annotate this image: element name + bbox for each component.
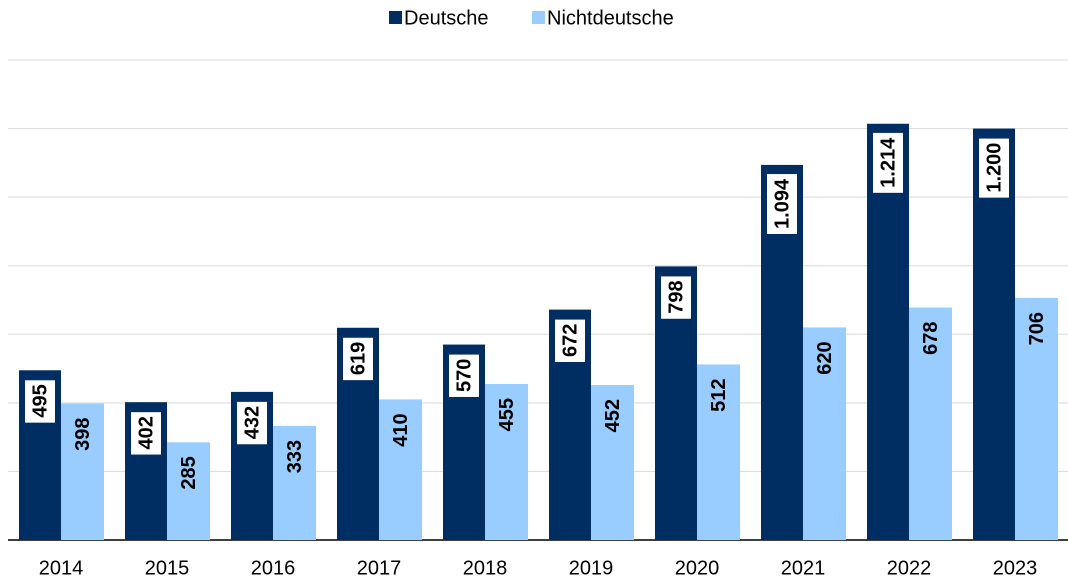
legend-label: Nichtdeutsche bbox=[547, 7, 674, 29]
x-tick-label: 2020 bbox=[675, 557, 720, 579]
value-label-box bbox=[555, 319, 585, 362]
value-label: 619 bbox=[347, 342, 369, 375]
bar bbox=[697, 364, 740, 540]
value-label-group: 1.200 bbox=[979, 138, 1009, 198]
value-label: 402 bbox=[135, 416, 157, 449]
value-label-group: 798 bbox=[661, 276, 691, 319]
legend-label: Deutsche bbox=[404, 7, 489, 29]
x-tick-label: 2023 bbox=[993, 557, 1038, 579]
value-label-group: 402 bbox=[131, 412, 161, 455]
legend-swatch bbox=[389, 11, 402, 24]
value-label-group: 455 bbox=[496, 398, 518, 431]
value-label-group: 285 bbox=[178, 456, 200, 489]
legend-swatch bbox=[532, 11, 545, 24]
bar bbox=[591, 385, 634, 540]
x-tick-label: 2019 bbox=[569, 557, 614, 579]
value-label: 1.200 bbox=[983, 143, 1005, 193]
bar bbox=[379, 399, 422, 540]
value-label: 678 bbox=[920, 322, 942, 355]
value-label-box bbox=[979, 138, 1009, 198]
value-label-box bbox=[767, 174, 797, 234]
value-label: 512 bbox=[708, 378, 730, 411]
x-tick-label: 2018 bbox=[463, 557, 508, 579]
value-label-group: 678 bbox=[920, 322, 942, 355]
value-label: 333 bbox=[284, 440, 306, 473]
value-label: 620 bbox=[814, 341, 836, 374]
value-label-box bbox=[661, 276, 691, 319]
value-label: 1.094 bbox=[771, 178, 793, 229]
x-tick-label: 2021 bbox=[781, 557, 826, 579]
value-label: 798 bbox=[665, 280, 687, 313]
bar bbox=[867, 123, 909, 541]
x-tick-label: 2022 bbox=[887, 557, 932, 579]
value-label-group: 452 bbox=[602, 399, 624, 432]
value-label-box bbox=[449, 354, 479, 397]
value-label-group: 620 bbox=[814, 341, 836, 374]
bar bbox=[1015, 297, 1058, 540]
value-label-group: 398 bbox=[72, 418, 94, 451]
value-label: 570 bbox=[453, 359, 475, 392]
value-label-group: 1.094 bbox=[767, 174, 797, 234]
value-label-group: 512 bbox=[708, 378, 730, 411]
bar bbox=[803, 327, 846, 540]
value-label-group: 706 bbox=[1026, 312, 1048, 345]
value-label-group: 432 bbox=[237, 401, 267, 445]
value-label: 432 bbox=[241, 406, 263, 439]
value-label-box bbox=[131, 412, 161, 455]
x-tick-label: 2016 bbox=[251, 557, 296, 579]
x-tick-label: 2015 bbox=[145, 557, 190, 579]
value-label-group: 495 bbox=[25, 380, 55, 423]
value-label: 706 bbox=[1026, 312, 1048, 345]
value-label-group: 333 bbox=[284, 440, 306, 473]
value-label-box bbox=[25, 380, 55, 423]
value-label: 455 bbox=[496, 398, 518, 431]
value-label-box bbox=[237, 401, 267, 445]
x-tick-label: 2014 bbox=[39, 557, 84, 579]
value-label: 495 bbox=[29, 384, 51, 417]
value-label-group: 570 bbox=[449, 354, 479, 397]
value-label: 398 bbox=[72, 418, 94, 451]
value-label: 1.214 bbox=[877, 137, 899, 188]
bar bbox=[167, 442, 210, 540]
value-label-group: 619 bbox=[343, 337, 373, 381]
value-label: 452 bbox=[602, 399, 624, 432]
value-label-group: 672 bbox=[555, 319, 585, 362]
value-label: 672 bbox=[559, 324, 581, 357]
value-label: 410 bbox=[390, 413, 412, 446]
bar bbox=[273, 425, 316, 540]
value-label-box bbox=[343, 337, 373, 381]
bar bbox=[909, 307, 952, 540]
x-tick-label: 2017 bbox=[357, 557, 402, 579]
value-label-group: 1.214 bbox=[873, 132, 903, 193]
bar bbox=[485, 384, 528, 540]
value-label-group: 410 bbox=[390, 413, 412, 446]
bar bbox=[61, 403, 104, 540]
value-label-box bbox=[873, 132, 903, 193]
value-label: 285 bbox=[178, 456, 200, 489]
